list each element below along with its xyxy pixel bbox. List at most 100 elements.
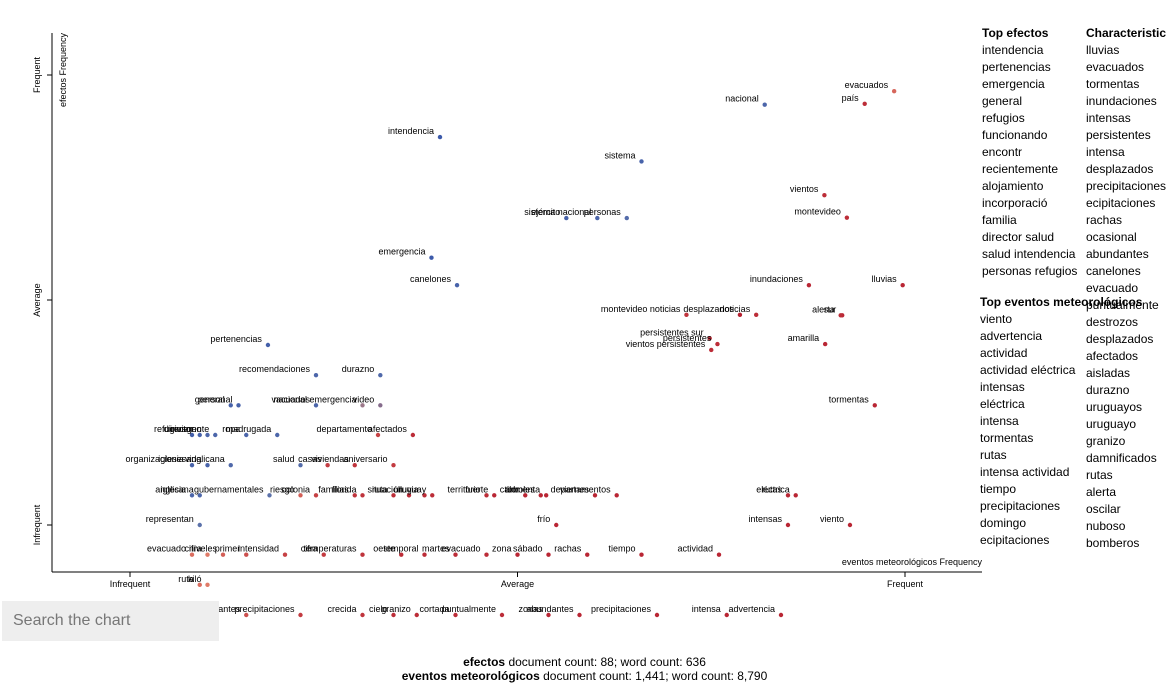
term-point[interactable] — [709, 347, 714, 353]
term-point[interactable] — [624, 215, 629, 221]
term-point[interactable] — [707, 336, 712, 341]
term-point[interactable] — [453, 612, 458, 618]
term-point[interactable] — [189, 552, 195, 557]
term-point[interactable] — [429, 255, 434, 260]
top-efectos-term[interactable]: director salud — [982, 230, 1055, 244]
term-point[interactable] — [778, 612, 784, 618]
characteristic-term[interactable]: afectados — [1086, 349, 1139, 363]
term-point[interactable] — [546, 552, 551, 557]
top-efectos-term[interactable]: intendencia — [982, 43, 1044, 57]
top-eventos-term[interactable]: tiempo — [980, 482, 1017, 496]
top-efectos-term[interactable]: funcionando — [982, 128, 1048, 142]
term-point[interactable] — [205, 552, 210, 557]
term-point[interactable] — [197, 432, 202, 438]
term-point[interactable] — [454, 282, 460, 288]
top-efectos-term[interactable]: incorporació — [982, 196, 1048, 210]
term-point[interactable] — [900, 282, 905, 288]
characteristic-term[interactable]: abundantes — [1086, 247, 1149, 261]
top-eventos-term[interactable]: precipitaciones — [980, 499, 1061, 513]
term-point[interactable] — [265, 342, 271, 348]
top-efectos-term[interactable]: salud intendencia — [982, 247, 1076, 261]
term-point[interactable] — [422, 493, 427, 498]
characteristic-term[interactable]: persistentes — [1086, 128, 1151, 142]
term-point[interactable] — [838, 313, 843, 318]
characteristic-term[interactable]: evacuados — [1086, 60, 1145, 74]
term-point[interactable] — [737, 312, 743, 318]
term-point[interactable] — [724, 612, 729, 618]
term-point[interactable] — [378, 403, 383, 408]
term-point[interactable] — [360, 552, 365, 557]
term-point[interactable] — [716, 552, 722, 557]
term-point[interactable] — [410, 432, 416, 438]
term-point[interactable] — [437, 134, 443, 140]
term-point[interactable] — [205, 462, 210, 468]
term-point[interactable] — [391, 462, 396, 468]
term-point[interactable] — [205, 432, 210, 438]
term-point[interactable] — [282, 552, 288, 557]
term-point[interactable] — [275, 432, 280, 438]
characteristic-term[interactable]: rutas — [1086, 468, 1113, 482]
characteristic-term[interactable]: inundaciones — [1086, 94, 1157, 108]
term-point[interactable] — [639, 159, 644, 164]
characteristic-term[interactable]: nuboso — [1086, 519, 1126, 533]
term-point[interactable] — [220, 552, 226, 557]
term-point[interactable] — [614, 493, 619, 498]
term-point[interactable] — [236, 403, 241, 408]
characteristic-term[interactable]: destrozos — [1086, 315, 1139, 329]
term-point[interactable] — [891, 89, 897, 94]
characteristic-term[interactable]: aisladas — [1086, 366, 1131, 380]
top-eventos-term[interactable]: rutas — [980, 448, 1007, 462]
term-point[interactable] — [244, 432, 249, 438]
term-point[interactable] — [564, 215, 569, 221]
characteristic-term[interactable]: lluvias — [1086, 43, 1120, 57]
term-point[interactable] — [228, 403, 233, 408]
top-eventos-term[interactable]: domingo — [980, 516, 1027, 530]
term-point[interactable] — [684, 312, 689, 318]
top-efectos-term[interactable]: refugios — [982, 111, 1025, 125]
term-point[interactable] — [546, 612, 551, 618]
term-point[interactable] — [197, 582, 202, 588]
term-point[interactable] — [538, 493, 543, 498]
top-efectos-term[interactable]: general — [982, 94, 1023, 108]
top-eventos-term[interactable]: intensas — [980, 380, 1025, 394]
characteristic-term[interactable]: rachas — [1086, 213, 1123, 227]
term-point[interactable] — [822, 341, 828, 347]
characteristic-term[interactable]: bomberos — [1086, 536, 1140, 550]
term-point[interactable] — [430, 493, 435, 498]
term-point[interactable] — [592, 493, 598, 498]
characteristic-term[interactable]: oscilar — [1086, 502, 1121, 516]
characteristic-term[interactable]: intensas — [1086, 111, 1131, 125]
top-eventos-term[interactable]: actividad — [980, 346, 1028, 360]
term-point[interactable] — [244, 552, 249, 557]
term-point[interactable] — [422, 552, 427, 557]
top-efectos-term[interactable]: encontr — [982, 145, 1023, 159]
characteristic-term[interactable]: evacuado — [1086, 281, 1139, 295]
term-point[interactable] — [321, 552, 326, 557]
top-eventos-term[interactable]: tormentas — [980, 431, 1034, 445]
characteristic-term[interactable]: damnificados — [1086, 451, 1157, 465]
chart-points[interactable] — [189, 89, 905, 618]
term-point[interactable] — [492, 493, 497, 498]
characteristic-term[interactable]: uruguayos — [1086, 400, 1143, 414]
term-point[interactable] — [189, 432, 195, 438]
term-point[interactable] — [197, 493, 202, 498]
top-eventos-term[interactable]: eléctrica — [980, 397, 1025, 411]
term-point[interactable] — [822, 192, 827, 198]
term-point[interactable] — [414, 612, 419, 618]
characteristic-term[interactable]: durazno — [1086, 383, 1130, 397]
search-input[interactable] — [2, 601, 219, 641]
term-point[interactable] — [484, 552, 489, 557]
term-point[interactable] — [213, 432, 218, 438]
characteristic-term[interactable]: ecipitaciones — [1086, 196, 1156, 210]
term-point[interactable] — [228, 462, 233, 468]
characteristic-term[interactable]: canelones — [1086, 264, 1141, 278]
term-point[interactable] — [523, 493, 528, 498]
top-eventos-term[interactable]: advertencia — [980, 329, 1043, 343]
top-eventos-term[interactable]: intensa actividad — [980, 465, 1070, 479]
term-point[interactable] — [484, 493, 489, 498]
term-point[interactable] — [267, 493, 272, 498]
term-point[interactable] — [554, 522, 559, 528]
term-point[interactable] — [499, 612, 505, 618]
characteristic-term[interactable]: desplazados — [1086, 332, 1154, 346]
